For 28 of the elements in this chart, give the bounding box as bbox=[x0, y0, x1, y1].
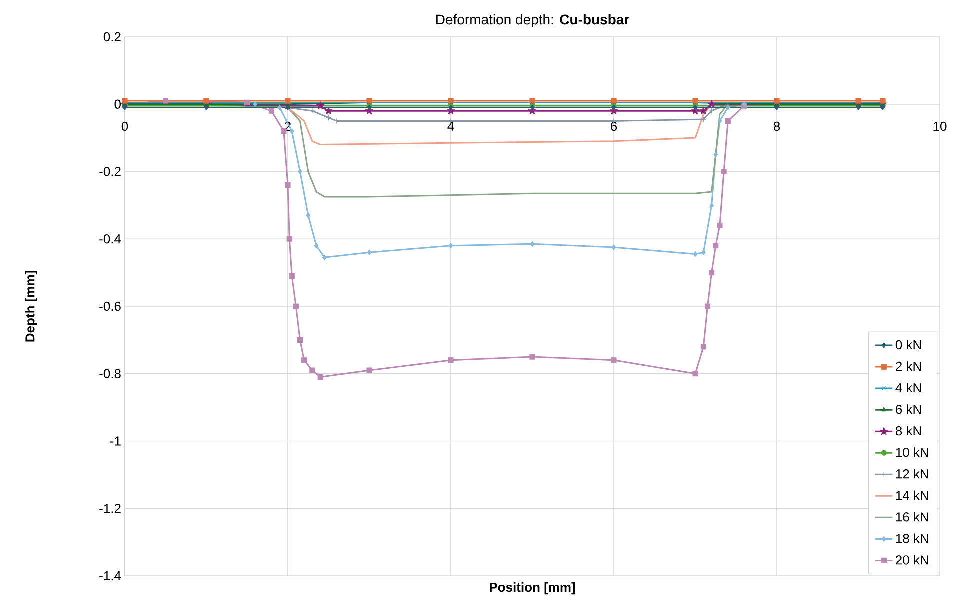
y-tick-label: -1.2 bbox=[100, 504, 121, 514]
x-axis-title: Position [mm] bbox=[490, 582, 576, 595]
x-tick-label: 4 bbox=[448, 122, 454, 131]
legend-label: 14 kN bbox=[896, 490, 928, 500]
x-tick-label: 8 bbox=[774, 122, 780, 132]
legend-label: 12 kN bbox=[896, 469, 928, 479]
legend-label: 4 kN bbox=[896, 383, 922, 393]
y-tick-label: -0.2 bbox=[100, 167, 121, 176]
y-tick-label: -1 bbox=[110, 436, 121, 446]
legend-label: 8 kN bbox=[896, 426, 922, 436]
y-tick-label: -0.8 bbox=[100, 369, 121, 378]
y-tick-label: -0.6 bbox=[100, 302, 121, 312]
legend-label: 10 kN bbox=[896, 448, 928, 458]
legend-label: 20 kN bbox=[896, 555, 928, 565]
legend-label: 2 kN bbox=[896, 362, 922, 371]
y-tick-label: -0.4 bbox=[100, 234, 122, 244]
chart-title: Deformation depth: Cu-busbar bbox=[436, 14, 630, 28]
x-tick-label: 10 bbox=[934, 122, 947, 132]
legend-label: 16 kN bbox=[896, 512, 928, 522]
legend-label: 0 kN bbox=[896, 340, 922, 350]
x-tick-label: 6 bbox=[611, 122, 618, 132]
legend-label: 6 kN bbox=[896, 404, 922, 414]
legend-label: 18 kN bbox=[896, 534, 928, 544]
y-axis-title: Depth [mm] bbox=[25, 271, 38, 342]
y-tick-label: 0 bbox=[114, 100, 121, 109]
y-tick-label: -1.4 bbox=[100, 572, 122, 580]
x-tick-label: 0 bbox=[122, 122, 128, 132]
y-tick-label: 0.2 bbox=[104, 32, 121, 42]
